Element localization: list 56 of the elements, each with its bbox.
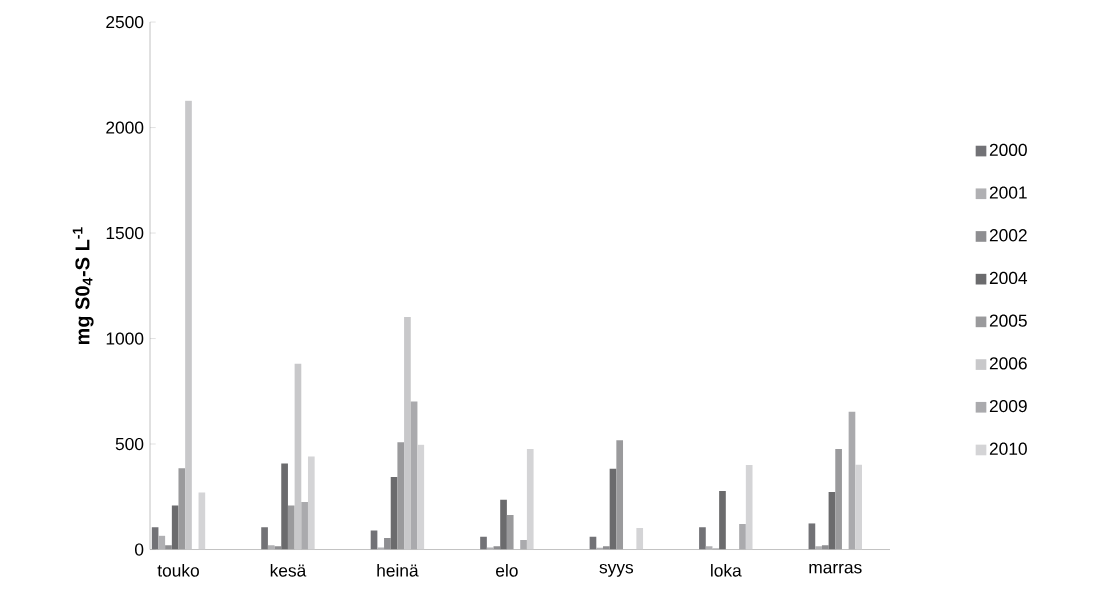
legend-label: 2010 bbox=[989, 442, 1027, 455]
x-tick-label: syys bbox=[599, 563, 634, 577]
bar bbox=[486, 547, 494, 550]
legend-label: 2005 bbox=[989, 314, 1027, 327]
bar bbox=[745, 465, 753, 550]
bar bbox=[739, 523, 746, 550]
bar bbox=[178, 468, 186, 550]
bar bbox=[261, 527, 268, 550]
bar bbox=[835, 449, 842, 550]
bar bbox=[520, 540, 527, 550]
bar bbox=[719, 491, 726, 550]
bar bbox=[165, 545, 172, 550]
bar bbox=[281, 463, 288, 550]
bar bbox=[526, 449, 534, 550]
y-tick-label: 2000 bbox=[106, 121, 144, 134]
bar bbox=[410, 401, 418, 550]
bar bbox=[506, 514, 514, 550]
bar bbox=[307, 456, 315, 550]
x-tick-label: touko bbox=[157, 563, 199, 577]
bar bbox=[602, 546, 610, 550]
legend-label: 2006 bbox=[989, 357, 1027, 370]
legend-label: 2001 bbox=[989, 186, 1027, 199]
bar bbox=[377, 547, 385, 550]
x-tick-label: marras bbox=[809, 563, 862, 574]
bar bbox=[384, 537, 391, 550]
bar bbox=[404, 317, 411, 550]
text: mg S0$_{4}$-S L$^{-1}$ bbox=[72, 227, 94, 345]
legend-label: 2002 bbox=[989, 229, 1027, 242]
bar bbox=[185, 100, 192, 550]
y-tick-label: 1000 bbox=[106, 332, 144, 345]
x-tick-label: elo bbox=[496, 563, 518, 577]
bar bbox=[815, 546, 822, 550]
y-tick-label: 1500 bbox=[106, 226, 144, 240]
bar bbox=[636, 528, 644, 550]
bar bbox=[294, 363, 302, 550]
bar bbox=[616, 440, 624, 550]
bar bbox=[699, 527, 706, 550]
y-tick-label: 500 bbox=[115, 437, 144, 451]
x-tick-label: heinä bbox=[377, 563, 419, 577]
y-tick-label: 0 bbox=[135, 543, 144, 556]
bar bbox=[855, 464, 862, 550]
bar bbox=[397, 442, 405, 550]
y-tick-label: 2500 bbox=[106, 15, 144, 29]
bar bbox=[480, 536, 487, 550]
bar bbox=[301, 502, 308, 550]
bar bbox=[417, 444, 425, 550]
legend-label: 2000 bbox=[989, 143, 1027, 156]
x-tick-label: kesä bbox=[270, 563, 307, 577]
bar bbox=[287, 505, 295, 550]
bar bbox=[821, 545, 829, 550]
bar bbox=[267, 545, 275, 550]
bar bbox=[158, 535, 166, 550]
x-tick-label: loka bbox=[711, 563, 742, 577]
legend-label: 2009 bbox=[989, 399, 1027, 413]
legend-label: 2004 bbox=[989, 271, 1028, 285]
bar bbox=[500, 499, 507, 550]
